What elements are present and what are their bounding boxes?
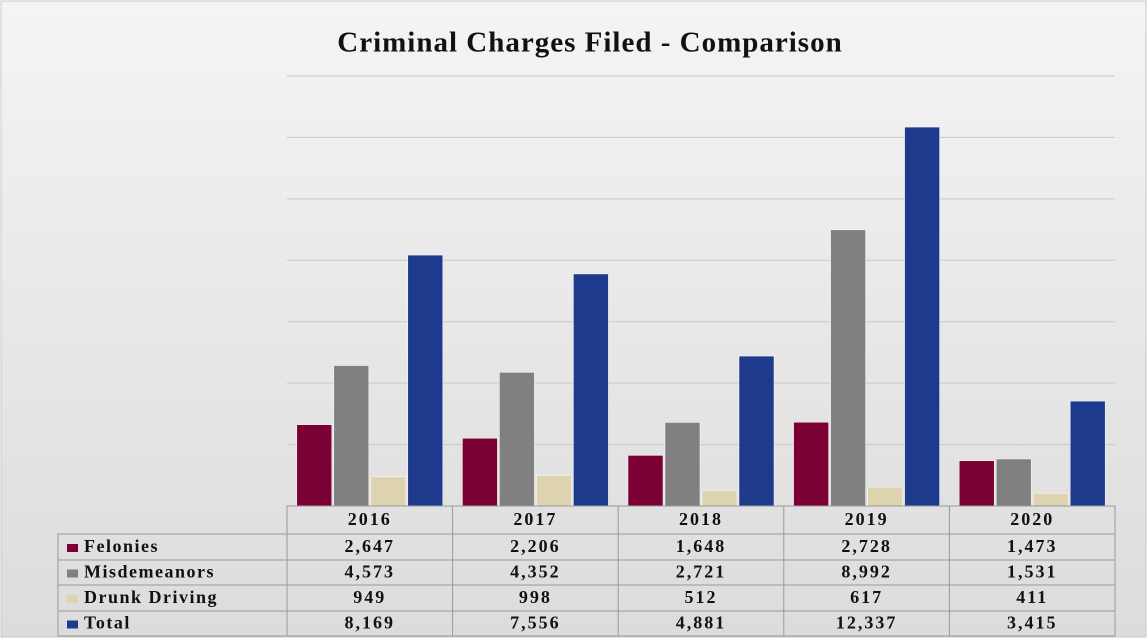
table-value: 12,337 <box>836 613 898 633</box>
table-value: 617 <box>850 587 883 607</box>
table-value: 4,573 <box>345 562 396 582</box>
bar <box>830 229 866 507</box>
table-value: 8,169 <box>345 613 396 633</box>
bar <box>536 475 572 507</box>
table-value: 7,556 <box>510 613 561 633</box>
table-value: 2,721 <box>676 562 727 582</box>
table-value: 2,647 <box>345 536 396 556</box>
table-value: 3,415 <box>1007 613 1058 633</box>
legend-label: Felonies <box>84 536 159 556</box>
bar <box>627 455 664 507</box>
legend-label: Total <box>84 613 131 633</box>
table-value: 1,531 <box>1007 562 1058 582</box>
bar <box>407 254 444 507</box>
x-tick-label: 2019 <box>845 509 889 529</box>
legend-swatch <box>67 620 78 629</box>
bar <box>370 476 407 507</box>
bar <box>1032 493 1069 507</box>
legend-swatch <box>67 544 78 552</box>
bar <box>738 355 775 507</box>
bar <box>701 490 738 507</box>
bar <box>904 126 940 507</box>
bar <box>296 424 333 507</box>
legend-swatch <box>67 569 78 578</box>
table-value: 512 <box>685 587 718 607</box>
table-value: 8,992 <box>841 562 892 582</box>
x-tick-label: 2018 <box>679 509 723 529</box>
x-tick-label: 2020 <box>1010 509 1054 529</box>
table-value: 4,881 <box>676 613 727 633</box>
bar <box>867 486 903 507</box>
table-value: 998 <box>519 587 552 607</box>
bar <box>1069 400 1106 507</box>
legend-label: Drunk Driving <box>84 587 218 607</box>
table-value: 1,648 <box>676 536 727 556</box>
chart-title: Criminal Charges Filed - Comparison <box>337 27 842 59</box>
legend-label: Misdemeanors <box>84 562 215 582</box>
bar <box>664 422 701 507</box>
bar <box>462 437 498 507</box>
table-value: 2,206 <box>510 536 561 556</box>
table-value: 2,728 <box>841 536 892 556</box>
legend-swatch <box>67 595 78 603</box>
bar <box>995 458 1032 507</box>
bar <box>333 365 370 507</box>
bar <box>793 421 829 507</box>
bar <box>958 460 995 507</box>
table-value: 411 <box>1016 587 1048 607</box>
table-value: 4,352 <box>510 562 561 582</box>
table-value: 949 <box>353 587 386 607</box>
table-value: 1,473 <box>1007 536 1058 556</box>
x-tick-label: 2016 <box>348 509 392 529</box>
x-tick-label: 2017 <box>513 509 557 529</box>
bar <box>573 273 609 507</box>
bar <box>499 372 535 507</box>
